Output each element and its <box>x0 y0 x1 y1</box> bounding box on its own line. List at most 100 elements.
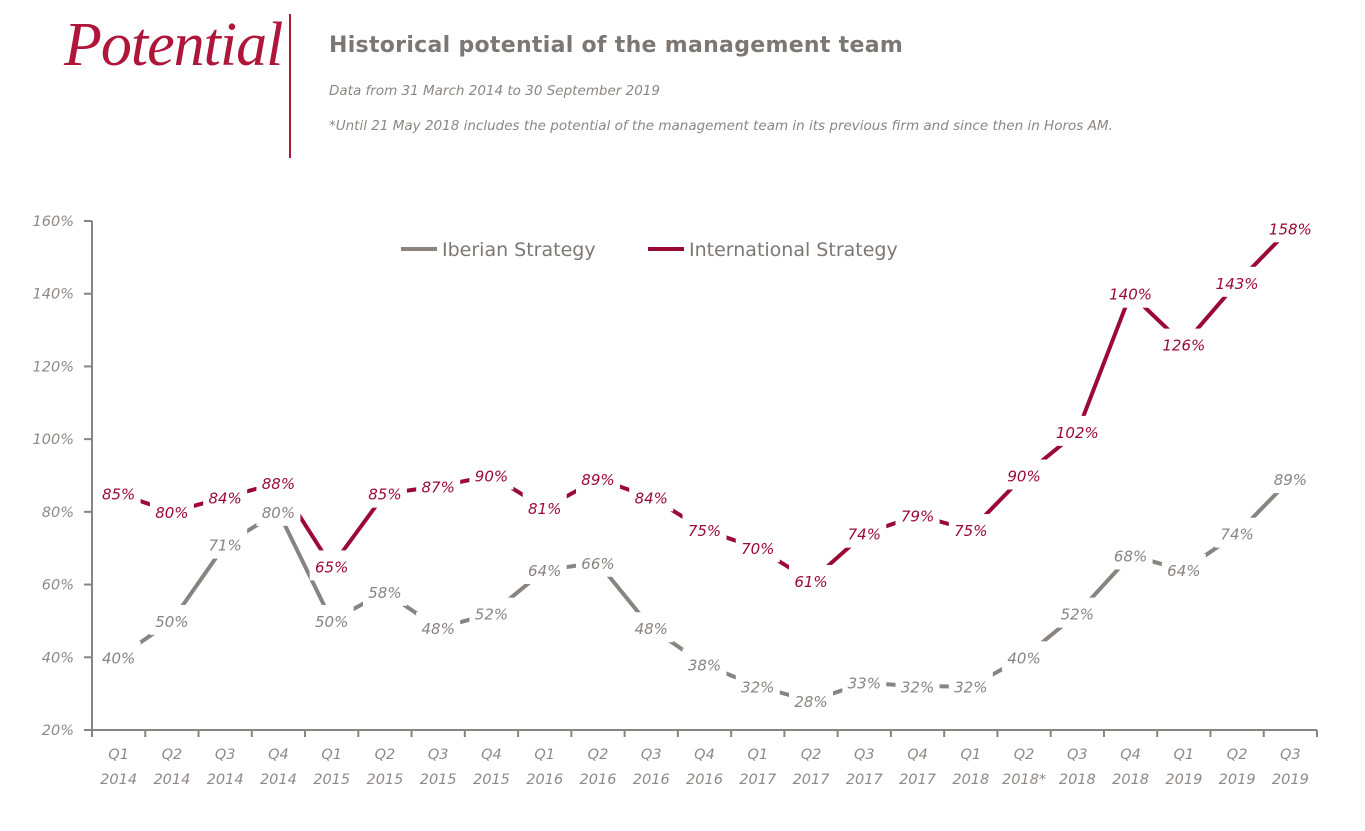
brand-title: Potential <box>64 11 283 79</box>
y-tick-label: 20% <box>42 723 74 739</box>
x-tick-label-quarter: Q4 <box>694 747 715 763</box>
data-label-mask <box>149 495 194 526</box>
y-tick-label: 80% <box>42 505 74 521</box>
axes: 20% 40% 60% 80% 100% 120% 140% 160% Q1 2014 Q2 2014… <box>33 214 1318 788</box>
data-label-mask <box>1002 459 1047 490</box>
data-label-international: 126% <box>1162 337 1205 355</box>
chart-subtitle: Data from 31 March 2014 to 30 September … <box>329 83 660 99</box>
data-label-international: 65% <box>315 558 348 576</box>
x-tick-label-year: 2014 <box>100 772 137 788</box>
data-label-iberian: 64% <box>1167 562 1200 580</box>
x-tick-label-quarter: Q4 <box>1120 747 1141 763</box>
x-tick-label-year: 2017 <box>846 772 884 788</box>
data-label-mask <box>1215 517 1260 548</box>
legend-label-international: International Strategy <box>689 239 898 261</box>
y-tick-label: 100% <box>33 432 74 448</box>
data-labels: 40% 50% 71% 80% 50% 58% 48% 52% 64% 66% 48% 38% 32% 2… <box>96 212 1318 715</box>
data-label-mask <box>1103 277 1158 308</box>
data-label-mask <box>522 492 567 523</box>
x-tick-label-year: 2018 <box>1112 772 1149 788</box>
data-label-mask <box>948 514 993 545</box>
data-label-mask <box>682 648 727 679</box>
data-label-mask <box>469 459 514 490</box>
data-label-mask <box>682 514 727 545</box>
data-label-mask <box>1156 328 1211 359</box>
data-label-mask <box>842 517 887 548</box>
data-label-mask <box>735 670 780 701</box>
data-label-mask <box>309 604 354 635</box>
x-tick-label-quarter: Q2 <box>801 747 822 763</box>
data-label-iberian: 71% <box>208 537 241 555</box>
data-label-mask <box>1055 597 1100 628</box>
data-label-mask <box>203 528 248 559</box>
x-tick-label-quarter: Q4 <box>268 747 289 763</box>
x-tick-label-year: 2018 <box>1059 772 1096 788</box>
y-tick-label: 120% <box>33 359 74 375</box>
data-label-iberian: 74% <box>1220 526 1253 544</box>
x-tick-label-quarter: Q3 <box>215 747 236 763</box>
data-label-iberian: 33% <box>848 675 881 693</box>
x-tick-label-quarter: Q1 <box>747 747 768 763</box>
data-label-international: 90% <box>1007 468 1040 486</box>
data-label-iberian: 80% <box>262 504 295 522</box>
data-label-iberian: 48% <box>422 620 455 638</box>
data-label-international: 80% <box>155 504 188 522</box>
x-tick-label-year: 2019 <box>1165 772 1202 788</box>
data-label-mask <box>842 666 887 697</box>
data-label-international: 85% <box>368 486 401 504</box>
x-tick-label-year: 2015 <box>313 772 350 788</box>
x-tick-label-quarter: Q4 <box>907 747 928 763</box>
x-tick-label-quarter: Q3 <box>854 747 875 763</box>
data-label-mask <box>469 597 514 628</box>
legend: Iberian Strategy International Strategy <box>401 239 898 261</box>
data-label-iberian: 48% <box>635 620 668 638</box>
data-label-mask <box>1263 212 1318 243</box>
data-label-mask <box>735 532 780 563</box>
data-label-mask <box>362 575 407 606</box>
x-tick-label-quarter: Q1 <box>960 747 981 763</box>
data-label-international: 74% <box>848 526 881 544</box>
x-tick-label-year: 2014 <box>153 772 190 788</box>
header-divider <box>289 14 291 158</box>
data-label-iberian: 50% <box>155 613 188 631</box>
chart-title: Historical potential of the management t… <box>329 33 904 58</box>
data-label-international: 61% <box>794 573 827 591</box>
data-label-iberian: 32% <box>741 678 774 696</box>
legend-label-iberian: Iberian Strategy <box>442 239 596 261</box>
data-label-iberian: 64% <box>528 562 561 580</box>
y-tick-label: 40% <box>42 650 74 666</box>
data-label-iberian: 52% <box>475 606 508 624</box>
data-label-international: 140% <box>1109 286 1152 304</box>
data-label-international: 75% <box>954 522 987 540</box>
y-tick-label: 60% <box>42 578 74 594</box>
x-tick-label-quarter: Q2 <box>1227 747 1248 763</box>
x-tick-label-quarter: Q2 <box>162 747 183 763</box>
x-tick-label-quarter: Q3 <box>1067 747 1088 763</box>
data-label-mask <box>789 684 834 715</box>
data-label-international: 84% <box>208 489 241 507</box>
x-tick-label-year: 2014 <box>207 772 244 788</box>
x-tick-label-quarter: Q1 <box>108 747 129 763</box>
x-tick-label-quarter: Q1 <box>321 747 342 763</box>
data-label-mask <box>362 477 407 508</box>
data-label-mask <box>575 546 620 577</box>
x-tick-label-quarter: Q4 <box>481 747 502 763</box>
data-label-mask <box>895 499 940 530</box>
data-label-mask <box>575 463 620 494</box>
x-tick-label-year: 2014 <box>260 772 297 788</box>
data-label-mask <box>1210 266 1265 297</box>
x-tick-label-year: 2016 <box>686 772 723 788</box>
data-label-mask <box>203 481 248 512</box>
x-tick-label-quarter: Q2 <box>588 747 609 763</box>
data-label-international: 88% <box>262 475 295 493</box>
data-label-mask <box>522 554 567 585</box>
x-tick-label-year: 2018 <box>952 772 989 788</box>
data-label-international: 70% <box>741 540 774 558</box>
y-tick-label: 140% <box>33 287 74 303</box>
data-label-iberian: 52% <box>1061 606 1094 624</box>
data-label-mask <box>1050 415 1105 446</box>
x-tick-label-year: 2019 <box>1272 772 1309 788</box>
x-tick-label-quarter: Q3 <box>428 747 449 763</box>
data-label-mask <box>149 604 194 635</box>
